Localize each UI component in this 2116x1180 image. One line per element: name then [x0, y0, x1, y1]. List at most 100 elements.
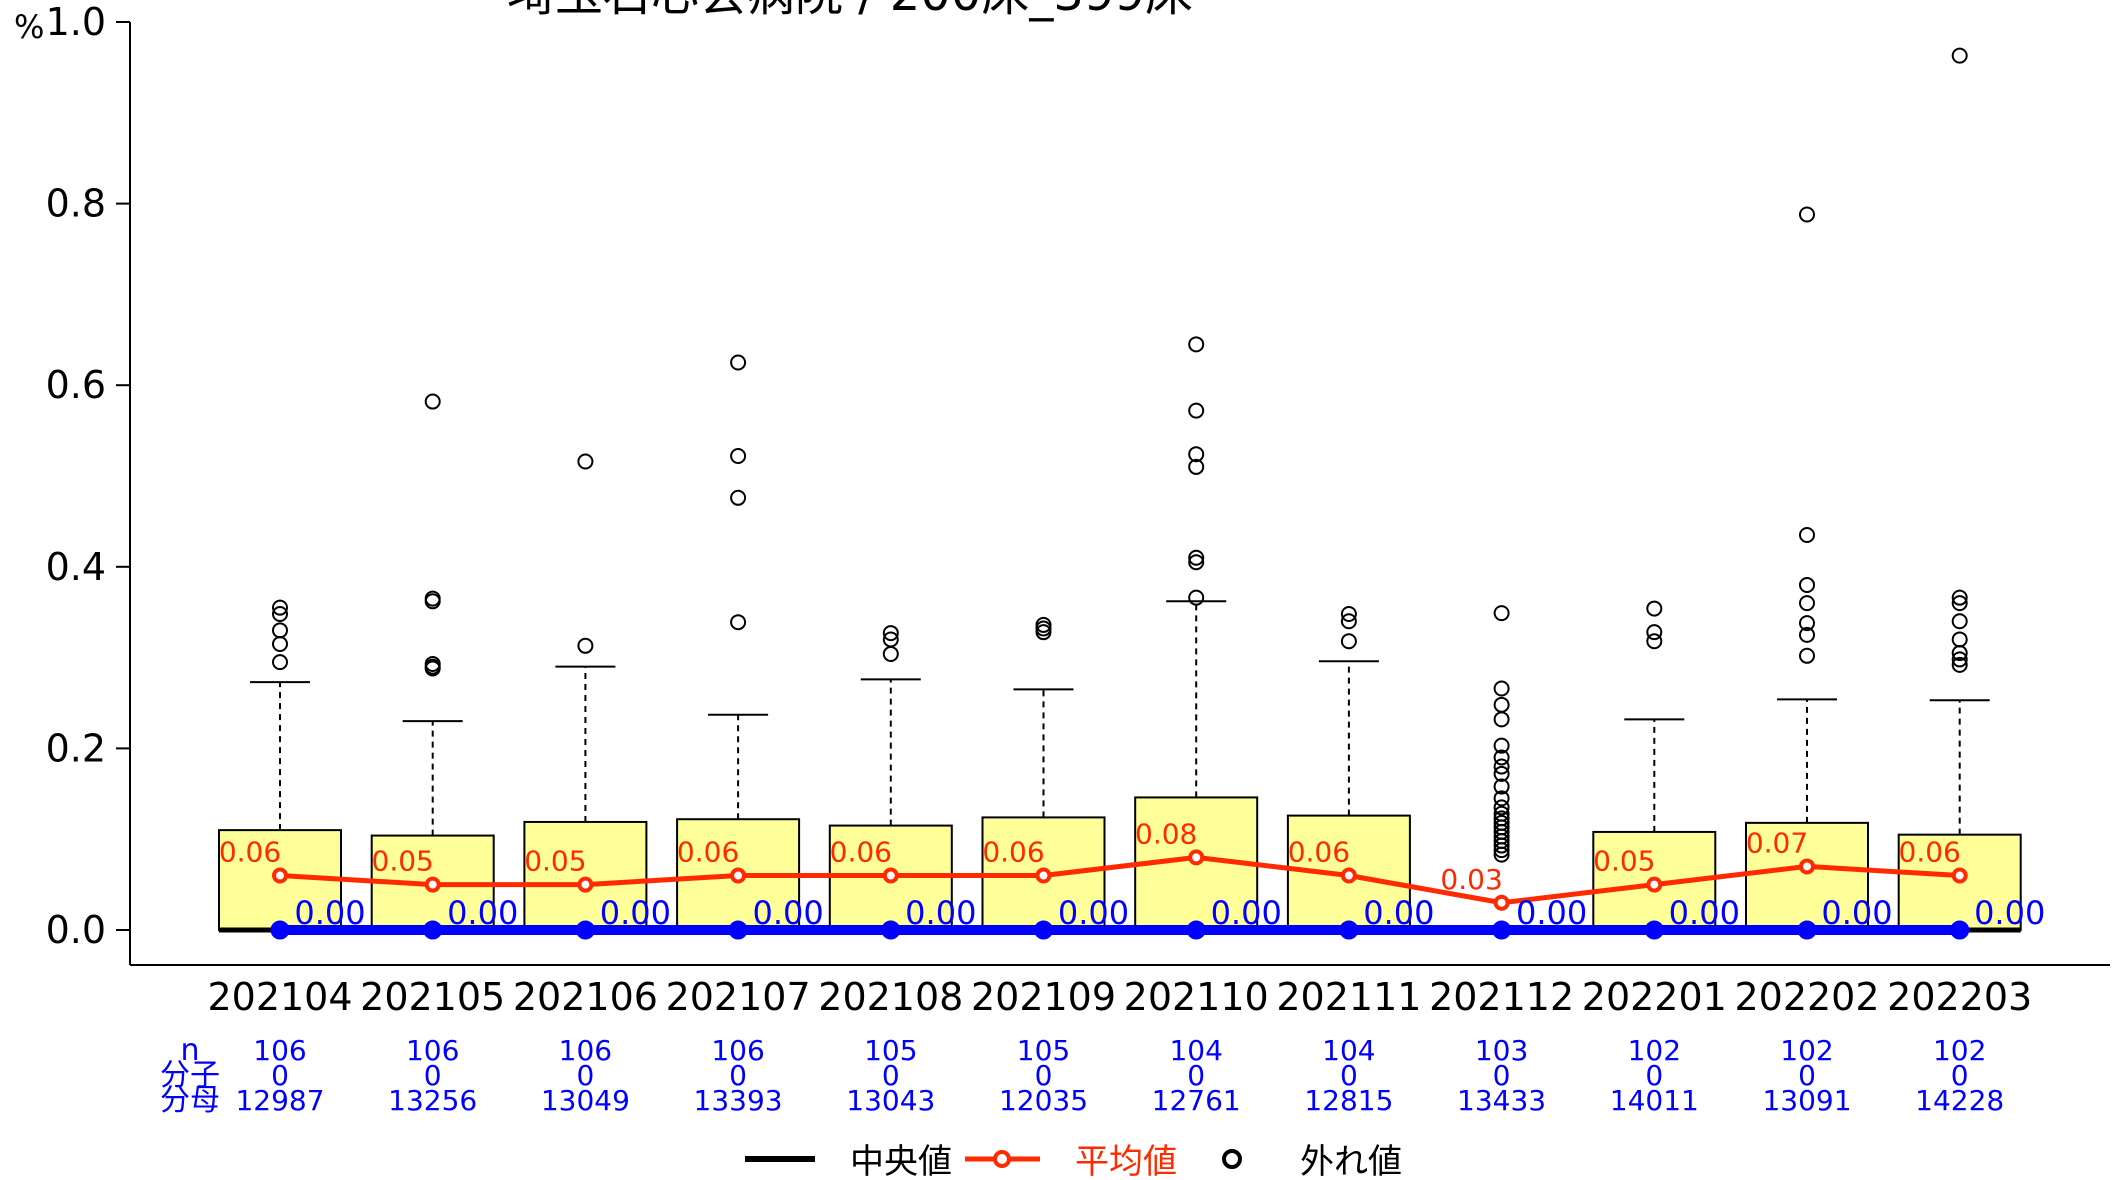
outlier-point — [1340, 633, 1357, 650]
y-tick-label: 0.6 — [46, 363, 106, 407]
outlier-point — [1646, 624, 1663, 641]
mean-point — [272, 867, 288, 884]
table-numerator-value: 0 — [1645, 1059, 1663, 1092]
zero-series-label: 0.00 — [447, 894, 518, 932]
outlier-point — [1951, 613, 1968, 630]
outlier-point — [1799, 647, 1815, 664]
table-n-value: 106 — [711, 1034, 764, 1067]
outlier-point — [1646, 633, 1663, 650]
outlier-point — [1799, 595, 1815, 612]
series: 0.06 0.05 0.05 0.06 0.06 0.06 0.08 0.06 0.03 0.05… — [219, 817, 2045, 940]
mean-value-label: 0.06 — [830, 836, 892, 869]
outlier-point — [424, 590, 441, 607]
table-n-value: 104 — [1169, 1034, 1222, 1067]
outlier-point — [272, 635, 288, 652]
outlier-point — [730, 354, 747, 371]
table-row-label: 分子 — [160, 1058, 220, 1093]
mean-point — [1646, 876, 1663, 893]
table-numerator-value: 0 — [1798, 1059, 1816, 1092]
table-n-value: 106 — [253, 1034, 306, 1067]
y-tick-label: 1.0 — [46, 0, 106, 44]
y-tick-label: 0.2 — [46, 726, 106, 770]
table-numerator-value: 0 — [271, 1059, 289, 1092]
table-denominator-value: 13043 — [846, 1084, 935, 1117]
zero-series-point — [575, 920, 595, 940]
zero-series-label: 0.00 — [1211, 894, 1282, 932]
zero-series-point — [1339, 920, 1359, 940]
legend-mean-label: 平均値 — [1075, 1142, 1177, 1180]
mean-value-label: 0.03 — [1440, 863, 1502, 896]
y-tick-label: 0.4 — [46, 545, 106, 589]
outlier-point — [1493, 696, 1510, 713]
box — [523, 820, 648, 931]
mean-point — [1951, 867, 1968, 884]
table-n-value: 102 — [1933, 1034, 1986, 1067]
table-n-value: 105 — [864, 1034, 917, 1067]
outlier-point — [424, 655, 441, 672]
zero-series-label: 0.00 — [1974, 894, 2045, 932]
outlier-point — [1493, 680, 1510, 697]
zero-series-label: 0.00 — [1821, 894, 1892, 932]
table-n-value: 105 — [1017, 1034, 1070, 1067]
outlier-point — [424, 393, 441, 410]
zero-series-point — [423, 920, 443, 940]
legend-median-label: 中央値 — [850, 1142, 952, 1180]
zero-series-label: 0.00 — [1669, 894, 1740, 932]
mean-value-label: 0.06 — [1899, 836, 1961, 869]
mean-line — [279, 854, 1960, 906]
mean-point — [730, 867, 747, 884]
zero-series-label: 0.00 — [1058, 894, 1129, 932]
outlier-point — [1646, 600, 1663, 617]
mean-point — [1799, 858, 1815, 875]
table-row-label: 分母 — [160, 1083, 220, 1118]
boxes — [218, 600, 2022, 933]
outlier-point — [1493, 799, 1510, 816]
outlier-point — [882, 625, 899, 642]
outlier-point — [1493, 805, 1510, 822]
box — [1745, 821, 1869, 932]
table-numerator-value: 0 — [1340, 1059, 1358, 1092]
mean-value-label: 0.06 — [1288, 836, 1350, 869]
table-n-value: 102 — [1628, 1034, 1681, 1067]
outlier-point — [1340, 606, 1357, 623]
x-tick-label: 202107 — [666, 975, 811, 1019]
mean-value-label: 0.06 — [219, 836, 281, 869]
table-n-value: 102 — [1780, 1034, 1833, 1067]
outlier-point — [1799, 626, 1815, 643]
table-row-label: n — [180, 1033, 199, 1068]
zero-series-point — [1797, 920, 1817, 940]
mean-value-label: 0.08 — [1135, 817, 1197, 850]
outlier-point — [1188, 554, 1205, 571]
x-tick-label: 202105 — [360, 975, 505, 1019]
mean-point — [424, 876, 441, 893]
outlier-point — [272, 599, 288, 616]
x-tick-label: 202112 — [1429, 975, 1574, 1019]
outlier-point — [1188, 402, 1205, 419]
y-tick-label: 0.0 — [46, 908, 106, 952]
mean-point — [882, 867, 899, 884]
x-tick-label: 202106 — [513, 975, 658, 1019]
legend: 中央値 平均値 外れ値 — [745, 1142, 1402, 1180]
outlier-point — [1188, 458, 1205, 475]
zero-series-point — [1644, 920, 1664, 940]
outlier-point — [1951, 595, 1968, 612]
zero-series-point — [1950, 920, 1970, 940]
outlier-point — [1188, 549, 1205, 566]
y-axis-label: % — [14, 8, 44, 46]
outlier-point — [1951, 651, 1968, 668]
mean-point — [1340, 867, 1357, 884]
outlier-point — [1188, 336, 1205, 353]
table-denominator-value: 13433 — [1457, 1084, 1546, 1117]
outlier-point — [1188, 446, 1205, 463]
x-tick-label: 202104 — [207, 975, 352, 1019]
table-numerator-value: 0 — [1951, 1059, 1969, 1092]
outlier-point — [1799, 576, 1815, 593]
outlier-point — [1493, 790, 1510, 807]
table-n-value: 103 — [1475, 1034, 1528, 1067]
outlier-point — [1951, 589, 1968, 606]
mean-value-label: 0.07 — [1746, 826, 1808, 859]
x-tick-label: 202110 — [1124, 975, 1269, 1019]
zero-series-point — [270, 920, 290, 940]
